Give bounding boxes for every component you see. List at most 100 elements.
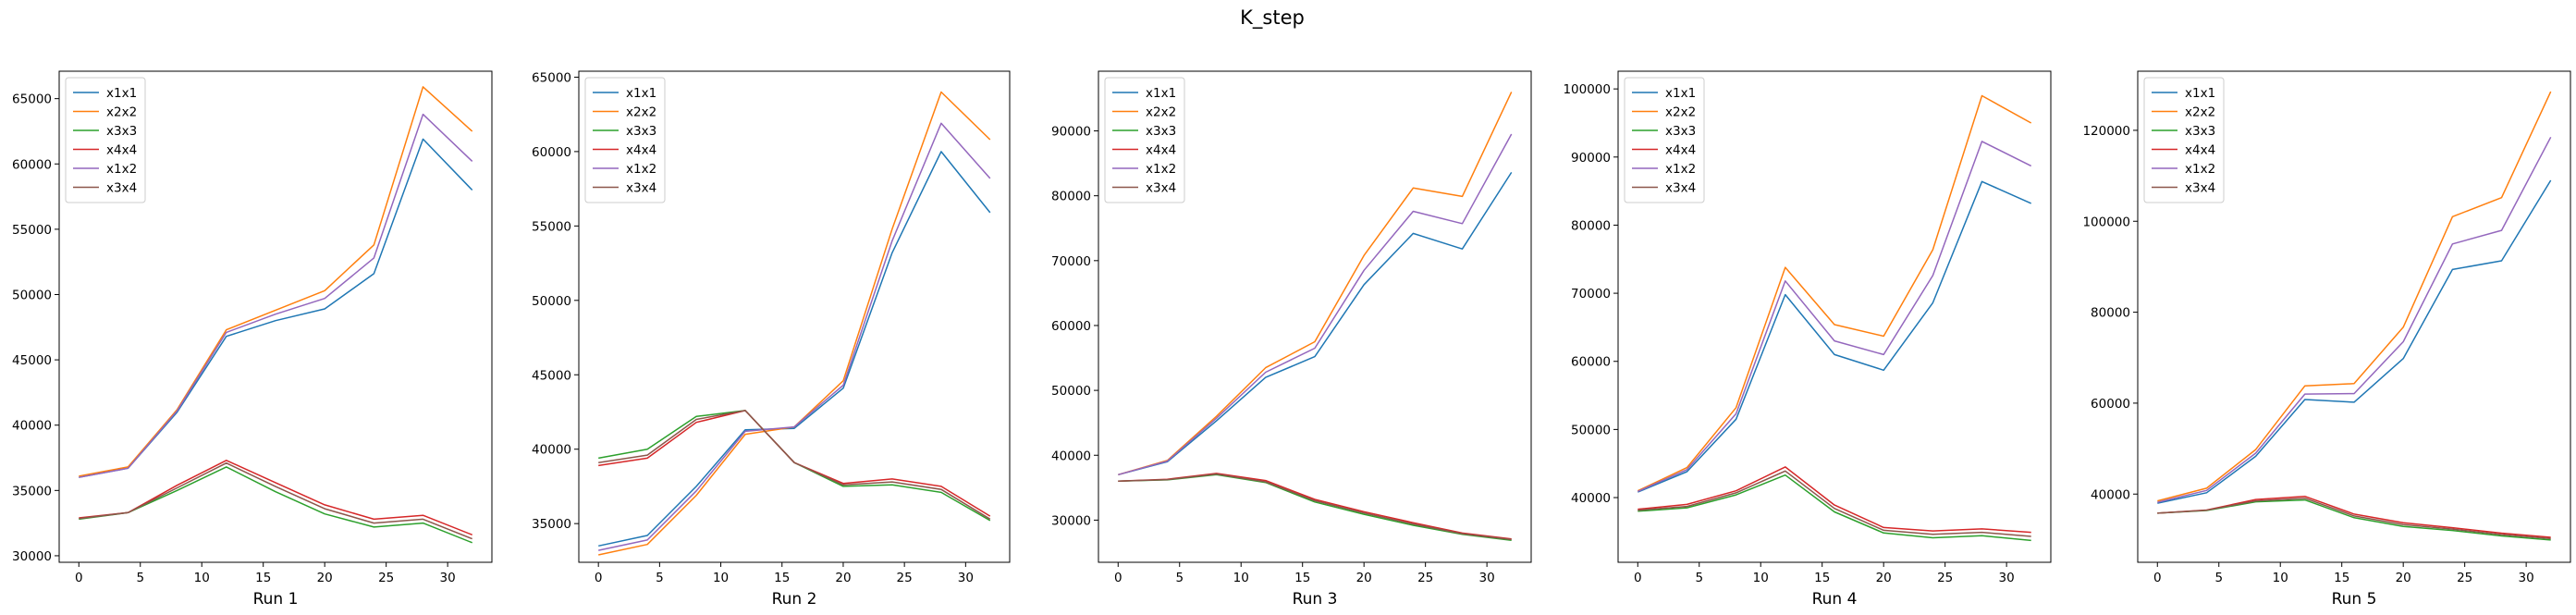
- y-tick-label: 70000: [1571, 287, 1611, 301]
- x-tick-label: 20: [317, 571, 333, 585]
- legend-box: [584, 77, 666, 203]
- legend-label-x1x1: x1x1: [1665, 86, 1696, 101]
- legend-label-x3x3: x3x3: [1146, 124, 1176, 139]
- y-tick-label: 100000: [2082, 215, 2130, 229]
- legend-label-x3x3: x3x3: [2185, 124, 2215, 139]
- x-tick-label: 25: [1417, 571, 1433, 585]
- y-tick-label: 35000: [12, 484, 52, 498]
- legend-box: [1624, 77, 1705, 203]
- legend-label-x3x4: x3x4: [626, 181, 656, 196]
- axes-frame: [1617, 70, 2052, 563]
- legend-label-x1x2: x1x2: [1146, 162, 1176, 177]
- figure-title: K_step: [1240, 6, 1305, 30]
- chart-panel-2: 0 5 10 15 20 25 30 35000 40000 45000 50000 55000 600…: [532, 70, 1011, 609]
- y-tick-label: 55000: [532, 219, 571, 234]
- x-tick-label: 5: [1695, 571, 1703, 585]
- legend: x1x1 x2x2 x3x3 x4x4 x1x2 x3x4: [1104, 77, 1185, 203]
- legend-label-x3x3: x3x3: [106, 124, 137, 139]
- series-line-x4x4: [79, 460, 472, 535]
- x-tick-label: 5: [2214, 571, 2223, 585]
- x-tick-label: 15: [1814, 571, 1830, 585]
- y-tick-label: 55000: [12, 223, 52, 238]
- legend-label-x1x1: x1x1: [2185, 86, 2215, 101]
- x-tick-label: 10: [713, 571, 729, 585]
- x-tick-label: 5: [136, 571, 144, 585]
- legend-label-x2x2: x2x2: [626, 105, 656, 120]
- y-tick-label: 50000: [1051, 384, 1091, 399]
- legend-label-x3x3: x3x3: [1665, 124, 1696, 139]
- y-tick-label: 50000: [532, 294, 571, 309]
- y-tick-label: 60000: [1051, 319, 1091, 334]
- y-tick-label: 90000: [1571, 151, 1611, 166]
- series-line-x1x1: [2157, 179, 2552, 504]
- legend-label-x1x2: x1x2: [626, 162, 656, 177]
- x-tick-label: 30: [958, 571, 974, 585]
- series-line-x3x4: [2157, 497, 2551, 540]
- legend: x1x1 x2x2 x3x3 x4x4 x1x2 x3x4: [65, 77, 146, 203]
- legend-label-x2x2: x2x2: [106, 105, 137, 120]
- legend-label-x4x4: x4x4: [106, 143, 137, 158]
- x-tick-label: 10: [1233, 571, 1249, 585]
- x-tick-label: 5: [1175, 571, 1184, 585]
- y-tick-label: 40000: [2091, 487, 2130, 502]
- series-line-x4x4: [1638, 466, 2031, 534]
- legend-label-x1x2: x1x2: [1665, 162, 1696, 177]
- y-tick-label: 60000: [1571, 355, 1611, 370]
- y-tick-label: 45000: [532, 368, 571, 383]
- legend-label-x1x1: x1x1: [626, 86, 656, 101]
- series-line-x3x3: [1638, 474, 2031, 542]
- legend: x1x1 x2x2 x3x3 x4x4 x1x2 x3x4: [584, 77, 666, 203]
- legend-label-x1x1: x1x1: [1146, 86, 1176, 101]
- series-line-x3x4: [1118, 473, 1512, 541]
- series-line-x2x2: [1637, 94, 2032, 492]
- series-line-x1x2: [1637, 141, 2032, 493]
- legend-label-x4x4: x4x4: [2185, 143, 2215, 158]
- legend-label-x4x4: x4x4: [1665, 143, 1696, 158]
- x-tick-label: 20: [835, 571, 851, 585]
- x-tick-label: 30: [1479, 571, 1495, 585]
- axes-frame: [1098, 70, 1532, 563]
- x-tick-label: 15: [774, 571, 790, 585]
- series-line-x1x1: [1638, 180, 2032, 493]
- legend-label-x1x2: x1x2: [2185, 162, 2215, 177]
- y-tick-label: 30000: [12, 549, 52, 564]
- legend-box: [2143, 77, 2225, 203]
- legend-label-x4x4: x4x4: [1146, 143, 1176, 158]
- x-tick-label: 30: [440, 571, 456, 585]
- x-tick-label: 10: [1753, 571, 1769, 585]
- series-line-x1x1: [1118, 171, 1513, 476]
- x-tick-label: 25: [2457, 571, 2472, 585]
- y-tick-label: 50000: [1571, 423, 1611, 437]
- chart-panel-4: 0 5 10 15 20 25 30 40000 50000 60000 70000 80000 900…: [1563, 70, 2052, 609]
- y-tick-label: 30000: [1051, 513, 1091, 528]
- legend-label-x1x2: x1x2: [106, 162, 137, 177]
- legend-label-x3x4: x3x4: [2185, 181, 2215, 196]
- series-line-x1x2: [2157, 136, 2552, 503]
- series-line-x2x2: [1118, 92, 1513, 476]
- chart-panel-3: 0 5 10 15 20 25 30 30000 40000 50000 60000 70000 800…: [1051, 70, 1532, 609]
- series-line-x3x3: [79, 466, 472, 544]
- x-tick-label: 0: [595, 571, 603, 585]
- legend-label-x4x4: x4x4: [626, 143, 656, 158]
- y-tick-label: 120000: [2082, 124, 2130, 139]
- axes-frame: [58, 70, 493, 563]
- y-tick-label: 40000: [532, 443, 571, 458]
- legend-label-x3x3: x3x3: [626, 124, 656, 139]
- chart-panel-1: 0 5 10 15 20 25 30 30000 35000 40000 45000 50000 550…: [12, 70, 493, 609]
- legend: x1x1 x2x2 x3x3 x4x4 x1x2 x3x4: [2143, 77, 2225, 203]
- legend-label-x3x4: x3x4: [106, 181, 137, 196]
- legend-label-x2x2: x2x2: [1665, 105, 1696, 120]
- x-tick-label: 0: [75, 571, 83, 585]
- y-tick-label: 60000: [12, 157, 52, 172]
- x-tick-label: 20: [2396, 571, 2411, 585]
- x-axis-label: Run 5: [2332, 590, 2377, 609]
- y-tick-label: 100000: [1563, 82, 1611, 97]
- y-tick-label: 60000: [2091, 397, 2130, 412]
- y-tick-label: 60000: [532, 145, 571, 160]
- x-tick-label: 0: [1634, 571, 1642, 585]
- axes-frame: [2137, 70, 2571, 563]
- x-tick-label: 25: [1937, 571, 1953, 585]
- x-tick-label: 20: [1356, 571, 1372, 585]
- series-line-x3x4: [598, 410, 991, 520]
- x-tick-label: 15: [2334, 571, 2349, 585]
